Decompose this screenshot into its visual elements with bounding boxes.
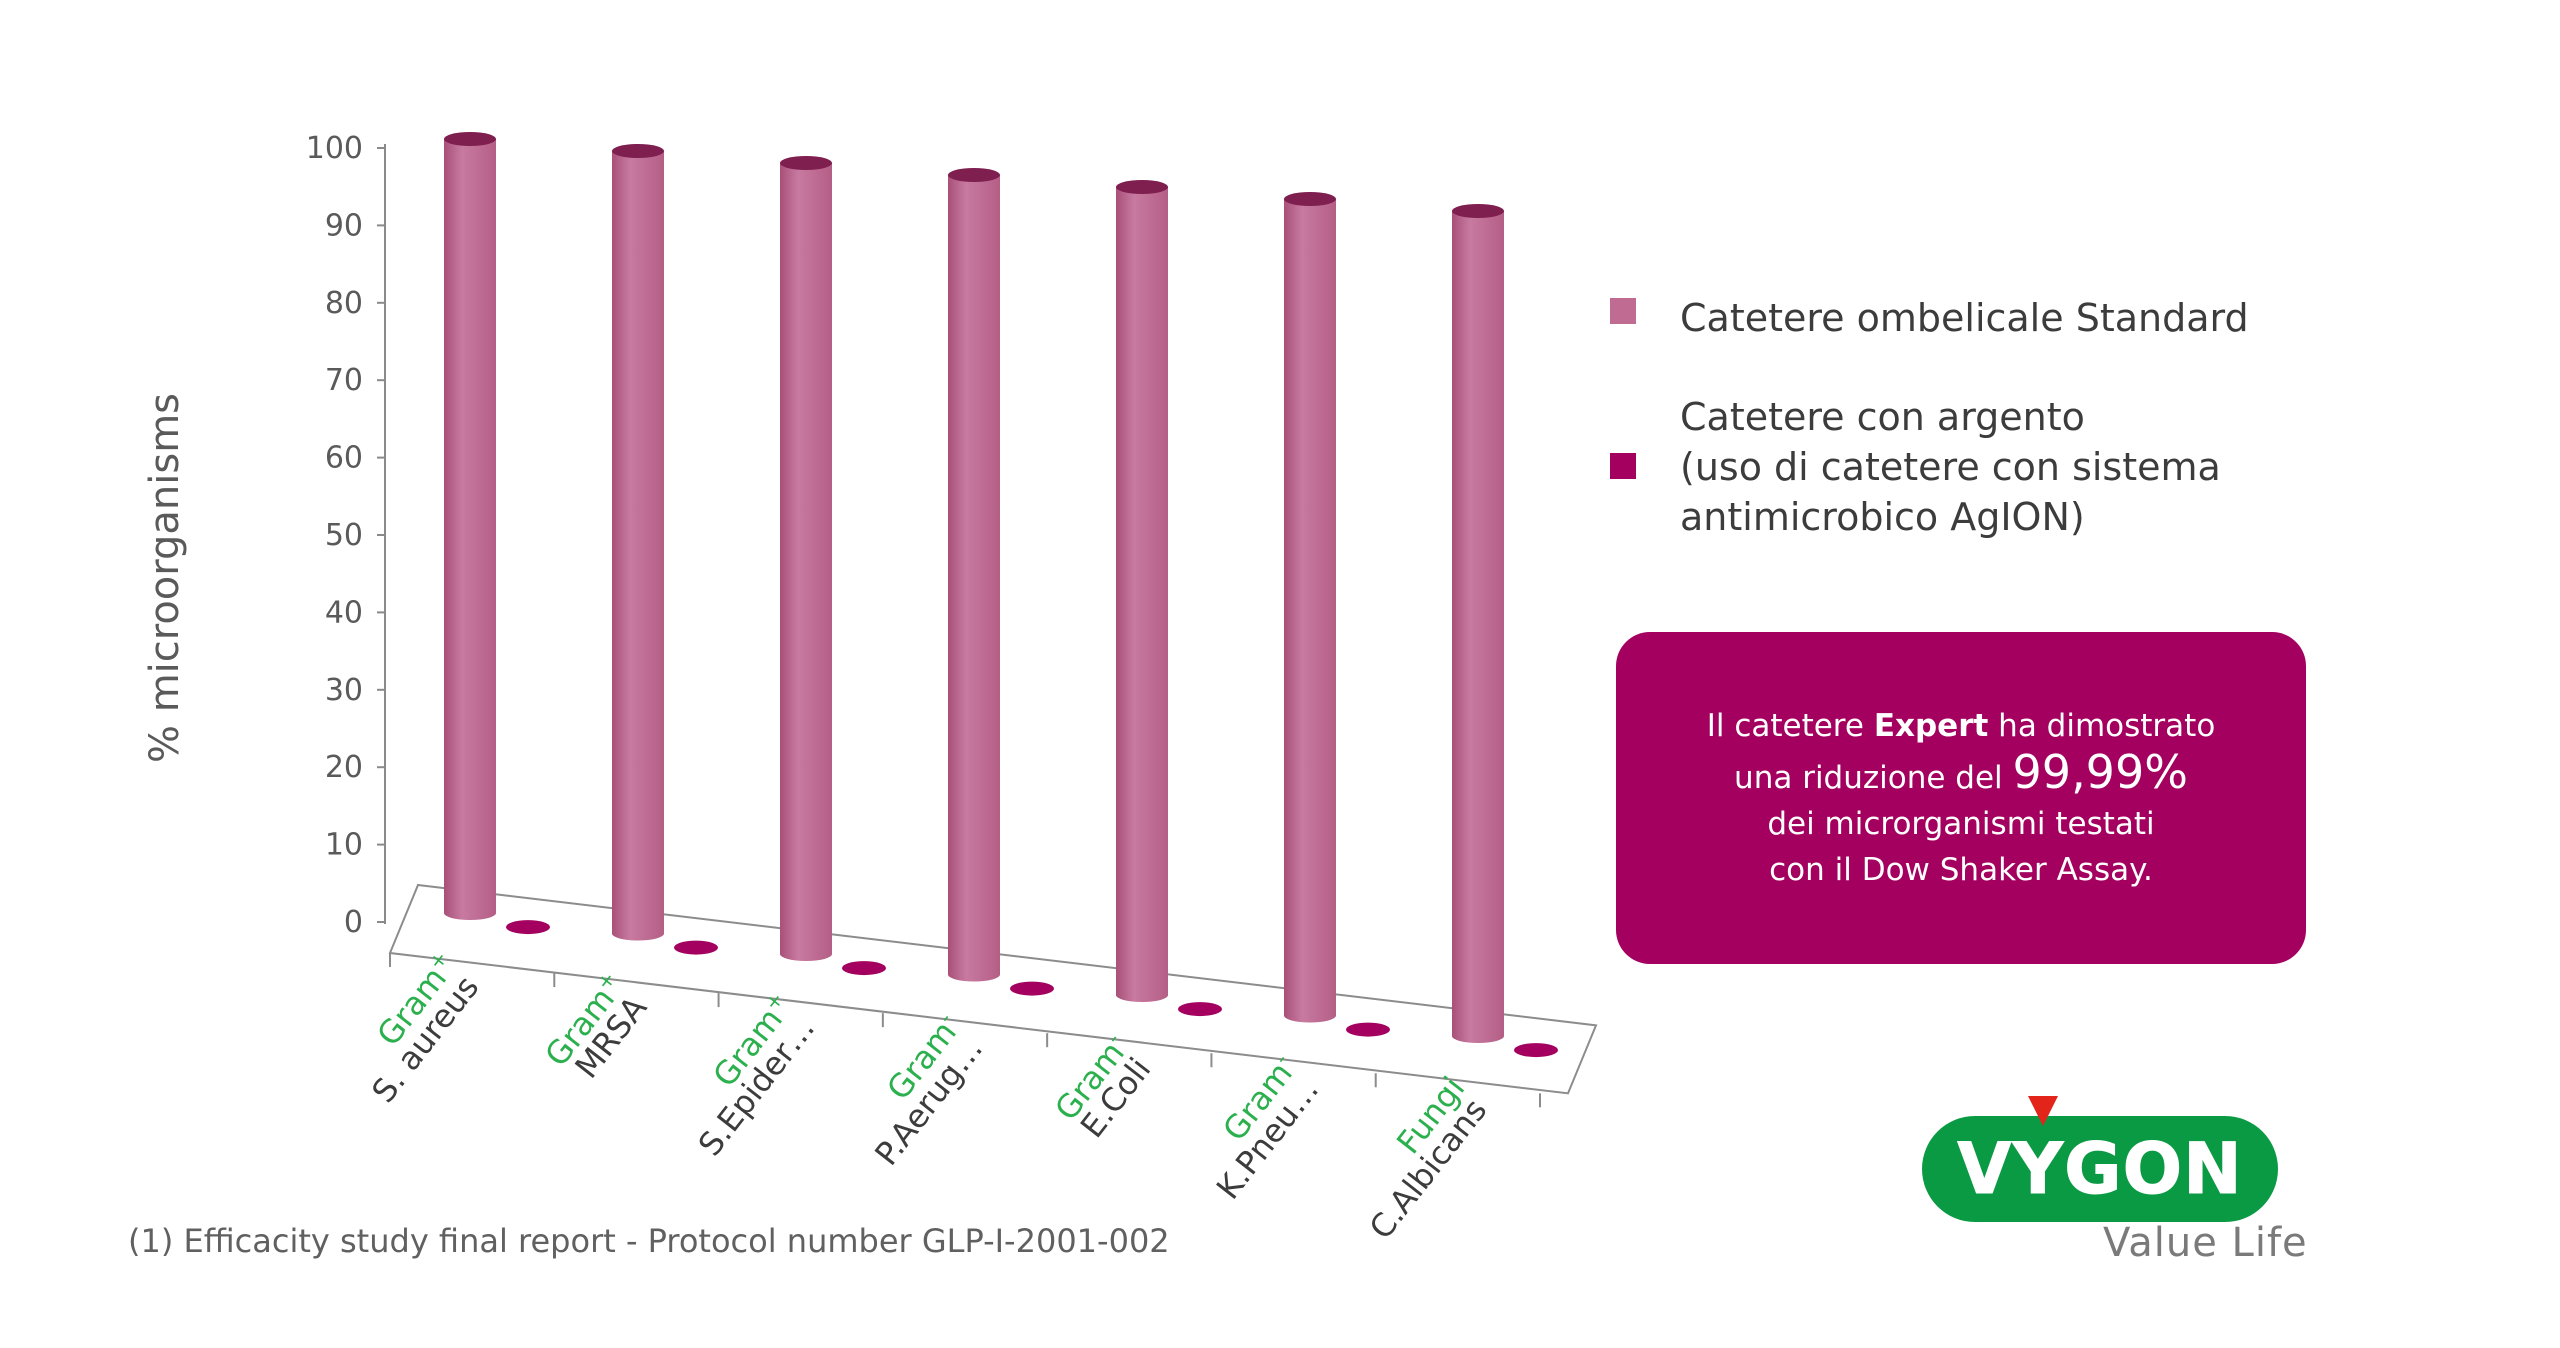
y-tick-label: 60: [325, 441, 363, 476]
bar-standard-body: [1116, 187, 1168, 1002]
bar-standard: [948, 168, 1000, 982]
callout-line-1: Il catetere Expert ha dimostrato: [1706, 708, 2216, 744]
y-tick-label: 70: [325, 363, 363, 398]
bar-standard-body: [444, 139, 496, 920]
logo-triangle-icon: [2028, 1096, 2058, 1126]
bar-standard: [1284, 192, 1336, 1023]
y-tick-label: 30: [325, 673, 363, 708]
vygon-logo: VYGON Value Life: [1916, 1094, 2346, 1294]
bar-standard: [444, 132, 496, 920]
bar-standard-top: [444, 132, 496, 146]
y-axis-title: % microorganisms: [142, 393, 188, 763]
bar-standard-body: [948, 175, 1000, 982]
legend-label-silver-1: Catetere con argento: [1680, 395, 2085, 439]
y-tick-label: 10: [325, 828, 363, 863]
bar-silver: [1346, 1022, 1390, 1037]
callout-line-4: con il Dow Shaker Assay.: [1769, 852, 2153, 888]
callout-line-3: dei microrganismi testati: [1767, 806, 2155, 842]
bar-standard-body: [780, 163, 832, 961]
bar-silver: [1178, 1002, 1222, 1017]
y-tick-label: 0: [344, 905, 363, 940]
y-tick-label: 20: [325, 750, 363, 785]
bar-standard-body: [1284, 199, 1336, 1023]
bar-standard-top: [780, 156, 832, 170]
legend-swatch-standard: [1610, 298, 1636, 324]
callout-line-2: una riduzione del 99,99%: [1734, 745, 2188, 799]
bar-silver: [842, 961, 886, 976]
bar-standard: [780, 156, 832, 961]
bar-standard-top: [948, 168, 1000, 182]
y-tick-label: 40: [325, 595, 363, 630]
logo-tagline: Value Life: [2103, 1220, 2308, 1266]
bar-standard-top: [1452, 204, 1504, 218]
bar-standard: [1116, 180, 1168, 1002]
legend-label-silver-3: antimicrobico AgION): [1680, 495, 2085, 539]
bar-standard: [1452, 204, 1504, 1043]
bar-standard-top: [1116, 180, 1168, 194]
bar-standard: [612, 144, 664, 941]
bar-silver: [674, 940, 718, 955]
y-tick-label: 80: [325, 286, 363, 321]
bar-silver: [1514, 1043, 1558, 1058]
bar-standard-body: [612, 151, 664, 941]
legend-label-standard: Catetere ombelicale Standard: [1680, 296, 2249, 340]
y-tick-label: 50: [325, 518, 363, 553]
footnote: (1) Efficacity study final report - Prot…: [128, 1222, 1170, 1260]
logo-wordmark: VYGON: [1957, 1128, 2243, 1211]
bar-standard-body: [1452, 211, 1504, 1043]
y-tick-label: 100: [306, 131, 363, 166]
bar-standard-top: [1284, 192, 1336, 206]
bar-silver: [506, 920, 550, 935]
y-tick-label: 90: [325, 208, 363, 243]
expert-callout: Il catetere Expert ha dimostrato una rid…: [1616, 632, 2306, 964]
logo-pill: VYGON: [1922, 1116, 2278, 1222]
chart-floor: [388, 883, 1598, 1095]
legend-swatch-silver: [1610, 453, 1636, 479]
legend-label-silver-2: (uso di catetere con sistema: [1680, 445, 2221, 489]
bar-standard-top: [612, 144, 664, 158]
bar-silver: [1010, 981, 1054, 996]
